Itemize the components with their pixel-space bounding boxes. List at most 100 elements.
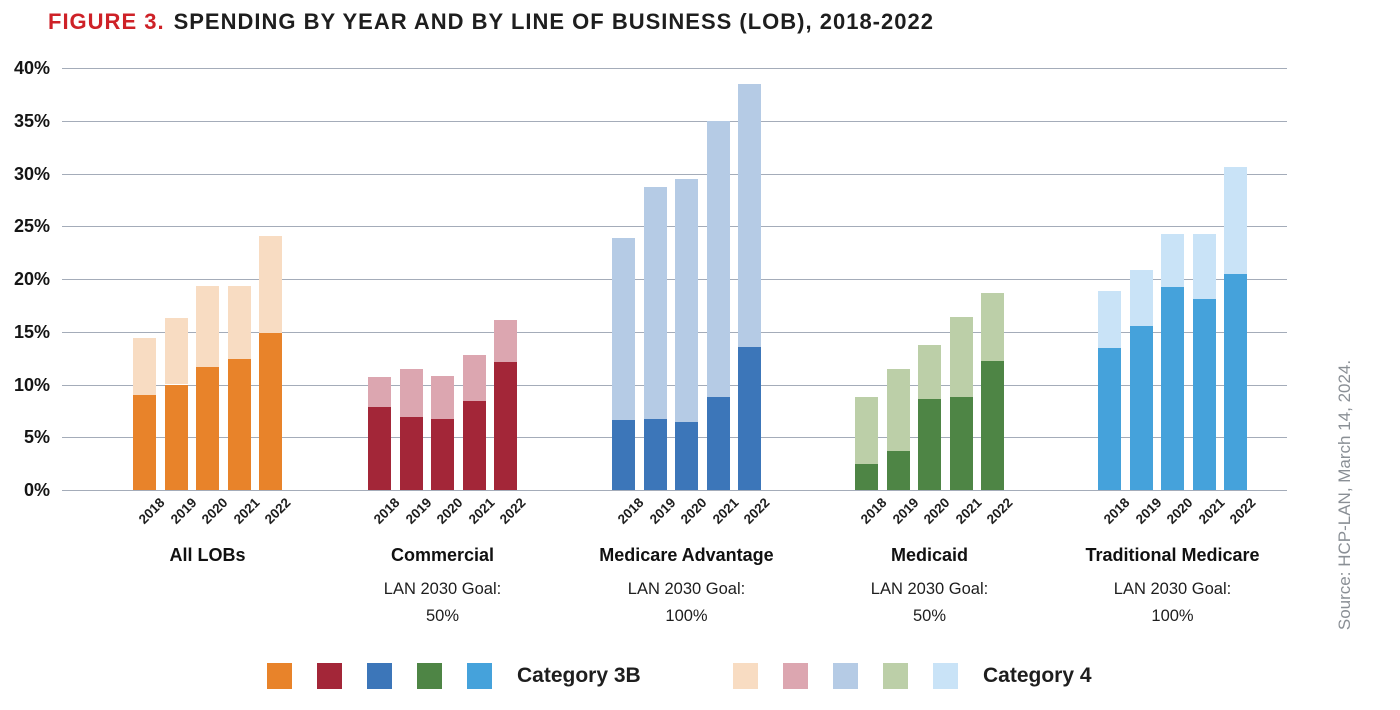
gridline: [62, 120, 1287, 122]
bar-segment-cat4: [855, 397, 878, 464]
bar-segment-cat3b: [855, 463, 878, 490]
bar-segment-cat3b: [1161, 287, 1184, 490]
goal-label: LAN 2030 Goal: 50%: [780, 576, 1080, 630]
legend-swatch-cat4: [733, 662, 758, 689]
bar-segment-cat4: [918, 345, 941, 400]
bar-segment-cat3b: [494, 362, 517, 490]
y-axis-tick-label: 20%: [13, 269, 50, 289]
group-label: Medicaid: [890, 545, 969, 565]
bar-segment-cat4: [706, 120, 730, 398]
bar-segment-cat3b: [738, 346, 761, 490]
goal-label-line: LAN 2030 Goal:: [383, 580, 502, 598]
legend-label-cat3b: Category 3B: [517, 663, 641, 687]
bar-segment-cat3b: [886, 450, 910, 490]
bar-segment-cat3b: [1224, 273, 1247, 490]
bar-segment-cat4: [227, 286, 251, 360]
bar-segment-cat4: [949, 316, 973, 398]
legend-group-cat3b: Category 3B: [267, 662, 641, 689]
bar-segment-cat3b: [1098, 347, 1121, 490]
bar-segment-cat3b: [643, 419, 667, 490]
bar-segment-cat4: [462, 354, 486, 402]
gridline: [62, 490, 1287, 491]
y-axis-tick-label: 30%: [13, 163, 50, 184]
y-axis-tick-label: 25%: [13, 216, 50, 237]
gridline: [62, 68, 1287, 69]
bar-segment-cat4: [1098, 290, 1121, 348]
bar-segment-cat3b: [462, 401, 486, 490]
bar-segment-cat4: [259, 235, 282, 333]
y-axis-tick-label: 0%: [23, 480, 50, 500]
bar-segment-cat3b: [918, 399, 941, 490]
bar-segment-cat4: [431, 376, 454, 420]
goal-label-line: 50%: [425, 607, 460, 625]
legend-swatch-cat3b: [467, 662, 492, 689]
goal-label-line: 100%: [665, 607, 708, 625]
bar-segment-cat4: [1161, 233, 1184, 288]
bar-segment-cat4: [1192, 233, 1216, 300]
figure-title-text: SPENDING BY YEAR AND BY LINE OF BUSINESS…: [173, 9, 934, 34]
bar-segment-cat4: [643, 187, 667, 420]
bar-segment-cat3b: [1129, 326, 1153, 490]
bar-segment-cat3b: [706, 397, 730, 490]
goal-label-line: LAN 2030 Goal:: [1113, 580, 1232, 598]
bar-segment-cat4: [494, 320, 517, 363]
goal-label: LAN 2030 Goal: 50%: [293, 576, 593, 630]
goal-label-line: 100%: [1151, 607, 1194, 625]
bar-segment-cat4: [196, 286, 219, 367]
bar-segment-cat4: [886, 368, 910, 451]
legend-swatch-cat3b: [367, 662, 392, 689]
group-label: Medicare Advantage: [599, 545, 774, 565]
legend-swatch-cat3b: [417, 662, 442, 689]
gridline: [62, 331, 1287, 333]
goal-label-line: 50%: [912, 607, 947, 625]
bar-segment-cat3b: [259, 332, 282, 490]
bar-segment-cat3b: [1192, 299, 1216, 490]
bar-chart: 40% 35% 30% 25% 20% 15% 10% 5% 0% 2018 2019 2020 202…: [14, 58, 1287, 625]
group-label: All LOBs: [169, 545, 246, 565]
legend-label-cat4: Category 4: [983, 663, 1092, 687]
bar-segment-cat4: [738, 83, 761, 347]
legend-group-cat4: Category 4: [733, 662, 1092, 689]
legend-swatch-cat3b: [317, 662, 342, 689]
bar-segment-cat4: [164, 318, 188, 385]
y-axis-tick-label: 10%: [13, 374, 50, 395]
group-label: Commercial: [390, 545, 495, 565]
figure-title: FIGURE 3. SPENDING BY YEAR AND BY LINE OF…: [48, 9, 934, 35]
goal-label: LAN 2030 Goal: 100%: [1023, 576, 1323, 630]
bar-segment-cat4: [981, 292, 1004, 362]
bar-segment-cat3b: [612, 420, 635, 490]
gridline: [62, 173, 1287, 175]
goal-label-line: LAN 2030 Goal:: [870, 580, 989, 598]
group-label: Traditional Medicare: [1085, 545, 1260, 565]
figure-number-label: FIGURE 3.: [48, 9, 165, 34]
bar-segment-cat4: [1224, 167, 1247, 274]
bar-segment-cat3b: [981, 361, 1004, 490]
bar-segment-cat3b: [164, 384, 188, 490]
gridline: [62, 226, 1287, 228]
legend-swatch-cat4: [783, 662, 808, 689]
bar-segment-cat4: [368, 377, 391, 407]
goal-label: LAN 2030 Goal: 100%: [537, 576, 837, 630]
bar-segment-cat4: [612, 237, 635, 421]
legend-swatch-cat3b: [267, 662, 292, 689]
source-note: Source: HCP-LAN, March 14, 2024.: [1335, 359, 1354, 631]
bar-segment-cat3b: [949, 397, 973, 490]
legend-swatch-cat4: [933, 662, 958, 689]
bar-segment-cat3b: [399, 417, 423, 490]
bar-segment-cat4: [133, 338, 156, 396]
bar-segment-cat3b: [133, 395, 156, 490]
bar-segment-cat3b: [368, 406, 391, 490]
bar-segment-cat3b: [227, 359, 251, 490]
bar-segment-cat4: [1129, 269, 1153, 327]
bar-segment-cat4: [675, 178, 698, 423]
y-axis-tick-label: 15%: [13, 321, 50, 342]
legend-swatch-cat4: [833, 662, 858, 689]
gridline: [62, 279, 1287, 280]
bar-segment-cat3b: [431, 419, 454, 490]
y-axis-tick-label: 35%: [13, 110, 50, 131]
y-axis-tick-label: 40%: [13, 58, 50, 78]
gridline: [62, 384, 1287, 386]
goal-label-line: LAN 2030 Goal:: [627, 580, 746, 598]
bar-segment-cat3b: [196, 366, 219, 490]
